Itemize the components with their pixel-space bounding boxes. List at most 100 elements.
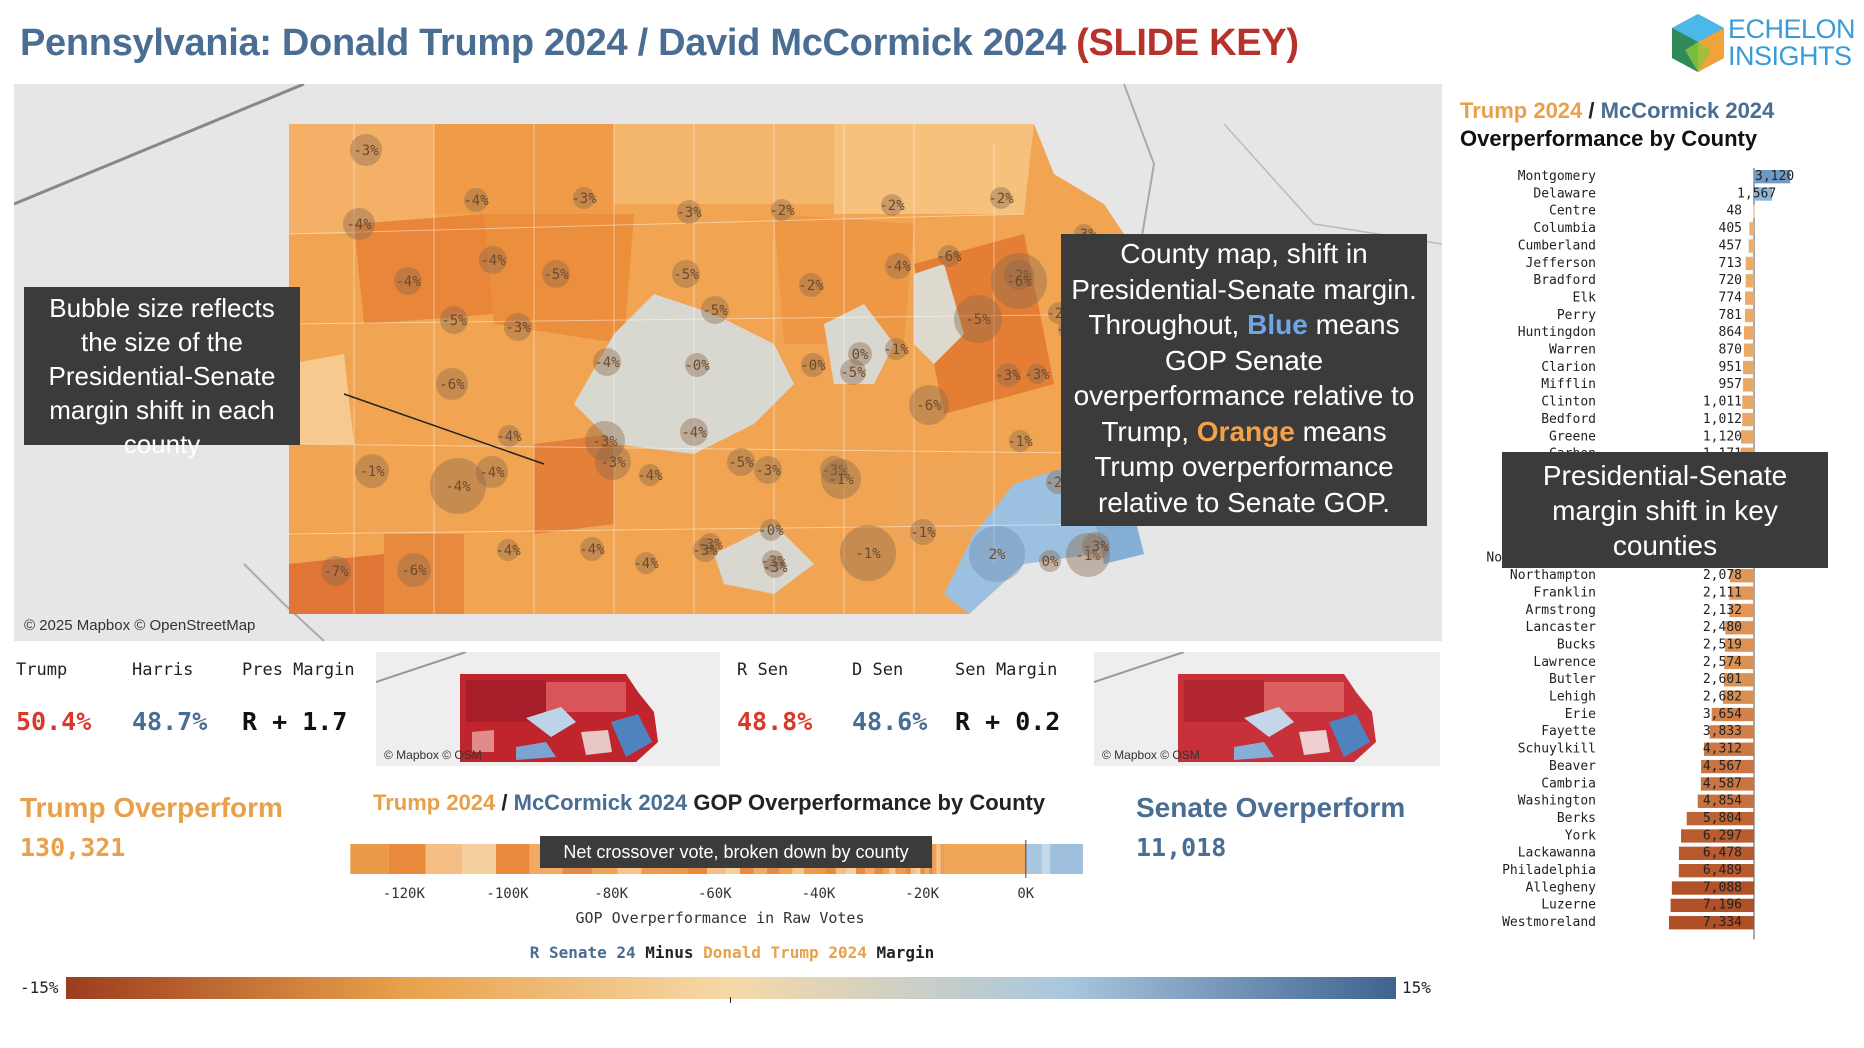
map-bubble[interactable]	[699, 533, 721, 555]
map-bubble[interactable]	[397, 553, 431, 587]
ranked-bar[interactable]	[1741, 430, 1754, 444]
ranked-bar[interactable]	[1704, 742, 1754, 756]
map-bubble[interactable]	[821, 459, 861, 499]
map-bubble[interactable]	[585, 421, 625, 461]
map-bubble[interactable]	[542, 260, 570, 288]
map-bubble[interactable]	[938, 245, 960, 267]
ranked-bar[interactable]	[1743, 326, 1754, 340]
map-bubble[interactable]	[355, 454, 389, 488]
map-bubble[interactable]	[635, 552, 657, 574]
map-bubble[interactable]	[685, 353, 709, 377]
map-bubble[interactable]	[771, 199, 793, 221]
ranked-bar[interactable]	[1729, 603, 1754, 618]
ranked-bar[interactable]	[1743, 343, 1754, 357]
map-bubble[interactable]	[760, 519, 782, 541]
map-bubble[interactable]	[498, 425, 520, 447]
ranked-bar[interactable]	[1754, 170, 1791, 184]
ranked-bar[interactable]	[1669, 916, 1754, 930]
map-bubble[interactable]	[343, 208, 375, 240]
ranked-bar[interactable]	[1729, 586, 1754, 600]
ranked-bar[interactable]	[1742, 378, 1754, 392]
map-bubble[interactable]	[580, 537, 604, 561]
ranked-bar[interactable]	[1742, 395, 1754, 409]
strip-segment-trump[interactable]	[936, 844, 941, 874]
map-bubble[interactable]	[680, 418, 708, 446]
minimap-presidential[interactable]: © Mapbox © OSM	[376, 652, 720, 766]
map-bubble[interactable]	[464, 188, 488, 212]
map-bubble[interactable]	[504, 313, 532, 341]
map-bubble[interactable]	[430, 458, 486, 514]
ranked-bar[interactable]	[1678, 864, 1754, 878]
map-bubble[interactable]	[840, 359, 866, 385]
map-bubble[interactable]	[350, 134, 382, 166]
ranked-bar[interactable]	[1745, 291, 1754, 305]
ranked-bar[interactable]	[1681, 829, 1754, 843]
ranked-bar-chart[interactable]: Montgomery 3,120 Delaware 1,567 Centre 48 Colu…	[1450, 164, 1864, 1034]
map-bubble[interactable]	[799, 273, 823, 297]
ranked-bar[interactable]	[1709, 725, 1754, 739]
ranked-bar[interactable]	[1686, 811, 1754, 826]
map-bubble[interactable]	[479, 246, 507, 274]
ranked-bar[interactable]	[1729, 569, 1754, 583]
ranked-bar[interactable]	[1742, 412, 1754, 427]
map-bubble[interactable]	[1039, 550, 1061, 572]
ranked-bar[interactable]	[1701, 759, 1754, 774]
map-bubble[interactable]	[848, 342, 872, 366]
ranked-bar[interactable]	[1670, 898, 1754, 913]
map-bubble[interactable]	[1066, 533, 1110, 577]
map-bubble[interactable]	[677, 200, 701, 224]
map-bubble[interactable]	[820, 456, 848, 484]
ranked-bar[interactable]	[1745, 256, 1754, 271]
map-bubble[interactable]	[991, 253, 1047, 309]
map-bubble[interactable]	[990, 187, 1012, 209]
map-bubble[interactable]	[639, 464, 661, 486]
map-bubble[interactable]	[573, 187, 595, 209]
map-bubble[interactable]	[440, 306, 468, 334]
map-bubble[interactable]	[840, 525, 896, 581]
map-bubble[interactable]	[996, 363, 1020, 387]
map-bubble[interactable]	[1004, 260, 1034, 290]
ranked-bar[interactable]	[1724, 638, 1754, 652]
map-bubble[interactable]	[885, 338, 907, 360]
ranked-bar[interactable]	[1754, 187, 1773, 201]
strip-segment-trump[interactable]	[350, 844, 389, 874]
ranked-bar[interactable]	[1697, 794, 1754, 808]
strip-segment-senate[interactable]	[1050, 844, 1083, 874]
strip-segment-trump[interactable]	[945, 844, 1026, 874]
ranked-bar[interactable]	[1724, 655, 1754, 670]
map-bubble[interactable]	[881, 194, 903, 216]
map-bubble[interactable]	[909, 385, 949, 425]
ranked-bar[interactable]	[1753, 204, 1755, 219]
strip-segment-trump[interactable]	[942, 844, 945, 874]
ranked-bar[interactable]	[1700, 777, 1754, 791]
strip-segment-trump[interactable]	[496, 844, 530, 874]
map-bubble[interactable]	[969, 526, 1025, 582]
ranked-bar[interactable]	[1678, 846, 1754, 860]
map-bubble[interactable]	[727, 448, 755, 476]
map-bubble[interactable]	[1009, 430, 1031, 452]
strip-segment-senate[interactable]	[1041, 844, 1051, 874]
map-bubble[interactable]	[693, 538, 717, 562]
ranked-bar[interactable]	[1711, 707, 1754, 722]
map-bubble[interactable]	[476, 456, 508, 488]
map-bubble[interactable]	[885, 253, 911, 279]
map-bubble[interactable]	[764, 556, 786, 578]
map-bubble[interactable]	[1027, 364, 1047, 384]
map-bubble[interactable]	[910, 519, 936, 545]
ranked-bar[interactable]	[1722, 690, 1754, 704]
ranked-bar[interactable]	[1723, 673, 1754, 687]
county-map[interactable]: -3%-4%-4%-3%-3%-2%-2%-2%-3%-4%-4%-5%-5%-…	[14, 84, 1442, 641]
ranked-bar[interactable]	[1745, 274, 1754, 288]
map-bubble[interactable]	[954, 295, 1002, 343]
map-bubble[interactable]	[394, 267, 422, 295]
ranked-bar[interactable]	[1748, 239, 1754, 253]
ranked-bar[interactable]	[1744, 308, 1754, 323]
strip-segment-trump[interactable]	[462, 844, 497, 874]
map-bubble[interactable]	[497, 539, 519, 561]
map-bubble[interactable]	[754, 456, 782, 484]
ranked-bar[interactable]	[1725, 621, 1754, 635]
minimap-senate[interactable]: © Mapbox © OSM	[1094, 652, 1440, 766]
strip-segment-trump[interactable]	[932, 844, 937, 874]
map-bubble[interactable]	[1082, 532, 1110, 560]
strip-segment-senate[interactable]	[1025, 844, 1042, 874]
